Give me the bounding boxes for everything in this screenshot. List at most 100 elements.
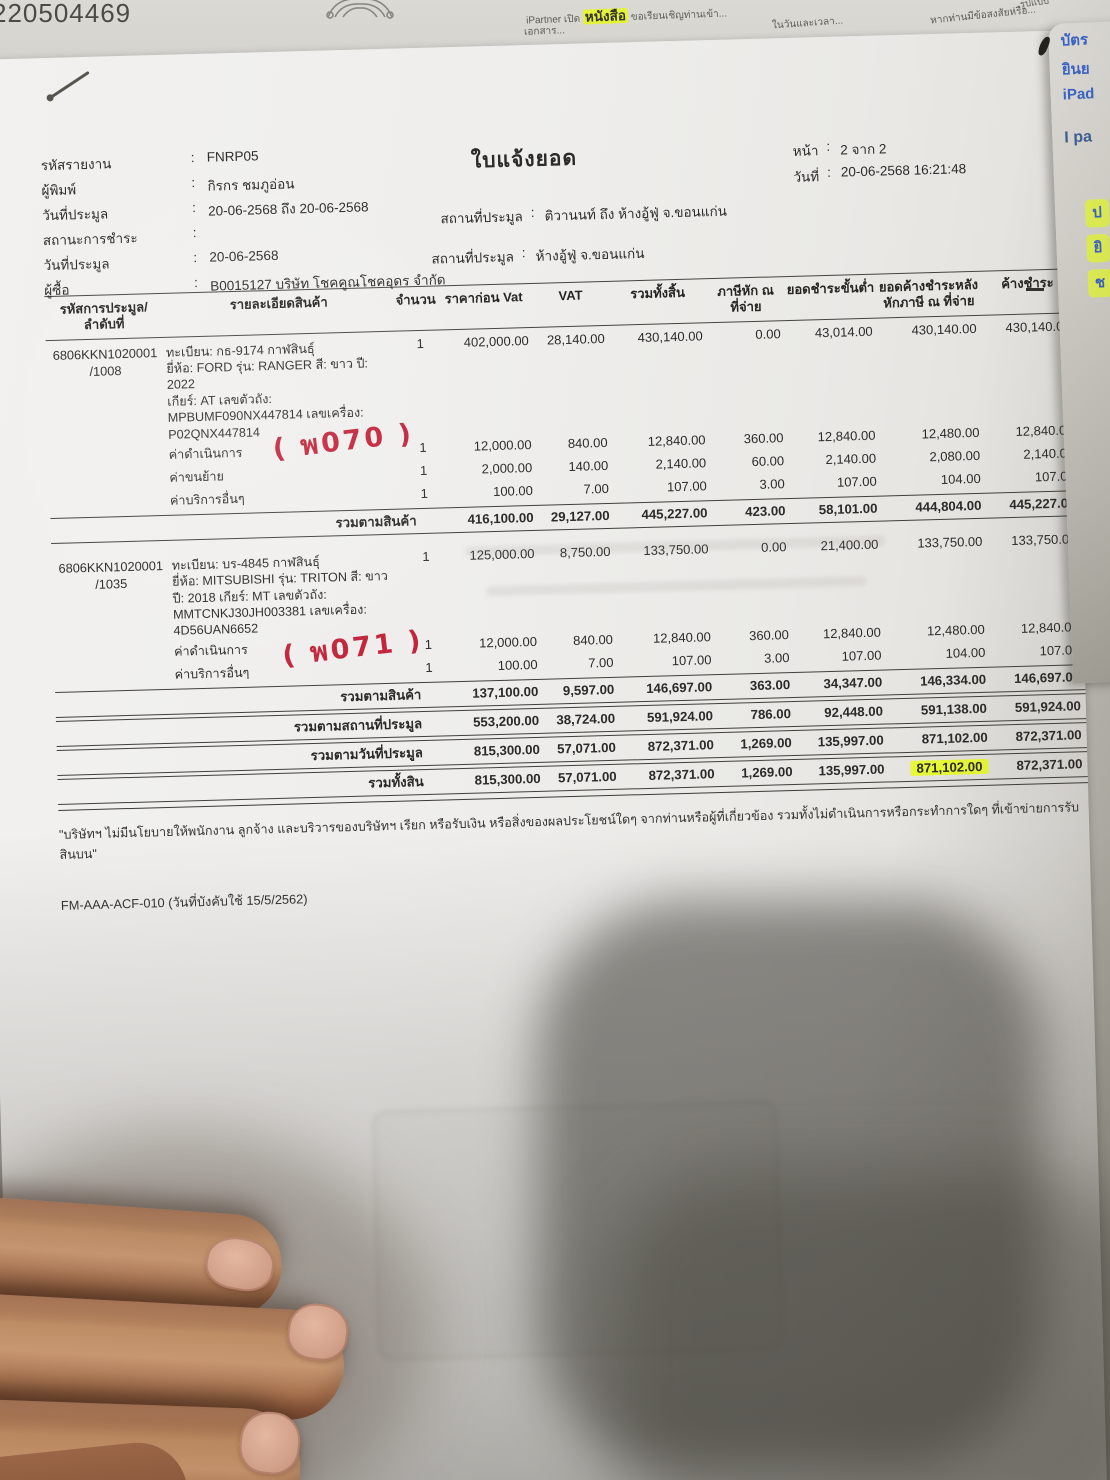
summary-label-cell: รวมตามสถานที่ประมูล — [293, 716, 423, 735]
field-colon: : — [190, 150, 195, 166]
total-label-cell: รวมตามสินค้า — [335, 513, 417, 531]
amount-cell: 57,071.00 — [545, 769, 621, 786]
amount-value: 591,924.00 — [646, 708, 714, 726]
amount-cell: 133,750.00 — [917, 533, 983, 551]
amount-cell: 107.00 — [671, 651, 712, 668]
amount-value: 135,997.00 — [818, 761, 885, 779]
highlighted-amount: 871,102.00 — [910, 758, 989, 777]
amount-value: 1,269.00 — [741, 764, 793, 781]
amount-value: 872,371.00 — [1015, 727, 1082, 745]
quantity-cell: 1 — [419, 462, 428, 478]
summary-label-cell: รวมทั้งสิน — [368, 774, 424, 791]
amount-cell: 444,804.00 — [915, 498, 982, 516]
page-number-line: หน้า : 2 จาก 2 — [792, 137, 887, 162]
amount-cell: 360.00 — [743, 430, 784, 447]
amount-cell: 871,102.00 — [889, 758, 993, 777]
amount-cell: 3.00 — [763, 649, 790, 666]
amount-cell: 591,924.00 — [992, 698, 1086, 716]
amount-cell: 591,924.00 — [620, 708, 718, 726]
amount-cell: 146,334.00 — [919, 671, 987, 689]
background-paper-text: เอกสาร... — [523, 25, 566, 38]
amount-value: 553,200.00 — [472, 713, 540, 730]
amount-cell: 146,697.00 — [646, 679, 713, 697]
auction-code-cell: 6806KKN1020001 /1035 — [58, 557, 164, 592]
side-card-text: I pa — [1064, 128, 1093, 147]
amount-cell: 7.00 — [588, 654, 614, 671]
colon: : — [530, 204, 535, 220]
field-value: FNRP05 — [206, 148, 259, 165]
colon: : — [826, 164, 832, 180]
auction-code-cell: 6806KKN1020001 /1008 — [52, 344, 158, 379]
amount-cell: 7.00 — [583, 480, 610, 497]
amount-value: 872,371.00 — [647, 737, 714, 755]
snippet-text: ขอเรียนเชิญท่านเข้า... — [630, 8, 728, 23]
highlighted-char: ยิ — [1086, 233, 1110, 263]
amount-cell: 2,080.00 — [929, 447, 981, 465]
amount-cell: 12,480.00 — [921, 424, 980, 442]
line-item-group: 6806KKN1020001 /1035 ทะเบียน: บร-4845 กาฬ… — [51, 526, 1086, 718]
field-value: 20-06-2568 — [209, 247, 279, 265]
quantity-cell: 1 — [420, 485, 429, 501]
amount-cell: 872,371.00 — [621, 737, 719, 755]
side-card-lines: บัตร ยินย iPad — [1048, 24, 1110, 104]
reference-number: 220504469 — [0, 0, 132, 28]
amount-cell: 107.00 — [1039, 641, 1080, 659]
amount-value: 871,102.00 — [921, 729, 988, 747]
field-value: กิรกร ชมภูอ่อน — [207, 176, 295, 194]
field-colon: : — [191, 200, 197, 216]
amount-cell: 872,371.00 — [993, 756, 1087, 774]
highlighted-word: หนังสือ — [582, 7, 629, 25]
amount-cell: 360.00 — [748, 626, 790, 643]
amount-cell: 840.00 — [572, 631, 614, 648]
amount-cell: 12,840.00 — [822, 624, 882, 641]
document-header: รหัสรายงาน: FNRP05 ผู้พิมพ์: กิรกร ชมภูอ่อน… — [41, 126, 1074, 298]
line-item-group: 6806KKN1020001 /1008 ทะเบียน: กธ-9174 กาฬ… — [46, 313, 1081, 544]
amount-cell: 107.00 — [836, 473, 877, 490]
amount-cell: 100.00 — [497, 656, 538, 673]
amount-value: 57,071.00 — [556, 740, 617, 757]
date-label: วันที่ — [793, 169, 820, 185]
field-colon: : — [192, 224, 197, 241]
amount-cell: 28,140.00 — [546, 330, 605, 348]
auction-code-cell — [50, 499, 168, 504]
amount-cell: 34,347.00 — [823, 674, 883, 692]
amount-cell: 840.00 — [567, 434, 608, 451]
amount-cell: 135,997.00 — [797, 762, 889, 779]
amount-cell: 107.00 — [666, 478, 707, 495]
amount-cell: 140.00 — [568, 457, 609, 474]
amount-cell: 445,227.00 — [641, 505, 708, 523]
amount-cell: 430,140.00 — [637, 328, 703, 345]
highlighted-char: ช — [1087, 268, 1110, 298]
amount-cell: 12,000.00 — [478, 633, 538, 651]
pen-stroke-mark — [49, 70, 90, 99]
amount-cell: 92,448.00 — [796, 704, 888, 721]
auction-code-cell — [55, 673, 173, 678]
amount-cell: 43,014.00 — [814, 323, 873, 341]
amount-cell: 104.00 — [945, 644, 986, 661]
amount-value: 815,300.00 — [473, 742, 541, 759]
auction-code-cell — [49, 476, 167, 481]
statement-table: รหัสการประมูล/ ลำดับที่ รายละเอียดสินค้าจ… — [44, 268, 1088, 811]
amount-cell: 12,480.00 — [926, 621, 985, 639]
amount-cell: 146,697.00 — [1013, 669, 1081, 687]
amount-cell: 12,840.00 — [652, 628, 712, 646]
anti-bribery-disclaimer: "บริษัทฯ ไม่มีนโยบายให้พนักงาน ลูกจ้าง แ… — [58, 800, 1080, 862]
ornament-emblem — [326, 0, 394, 19]
amount-cell: 363.00 — [749, 677, 791, 694]
amount-cell: 2,140.00 — [655, 455, 707, 472]
amount-cell: 107.00 — [841, 647, 882, 664]
amount-cell: 100.00 — [492, 482, 534, 499]
place-value: ห้างอู้ฟู่ จ.ขอนแก่น — [535, 245, 645, 264]
table-body: 6806KKN1020001 /1008 ทะเบียน: กธ-9174 กาฬ… — [46, 313, 1088, 811]
field-value: 20-06-2568 ถึง 20-06-2568 — [207, 199, 369, 219]
amount-cell: 553,200.00 — [446, 713, 544, 731]
hand-shadow-blob — [610, 1170, 1110, 1480]
amount-cell: 38,724.00 — [544, 711, 620, 728]
amount-cell: 815,300.00 — [447, 742, 545, 760]
amount-cell: 12,000.00 — [473, 436, 532, 454]
amount-value: 1,269.00 — [740, 735, 792, 752]
amount-cell: 1,269.00 — [719, 764, 797, 781]
place-label: สถานที่ประมูล — [440, 209, 524, 227]
amount-value: 591,924.00 — [1014, 698, 1082, 716]
